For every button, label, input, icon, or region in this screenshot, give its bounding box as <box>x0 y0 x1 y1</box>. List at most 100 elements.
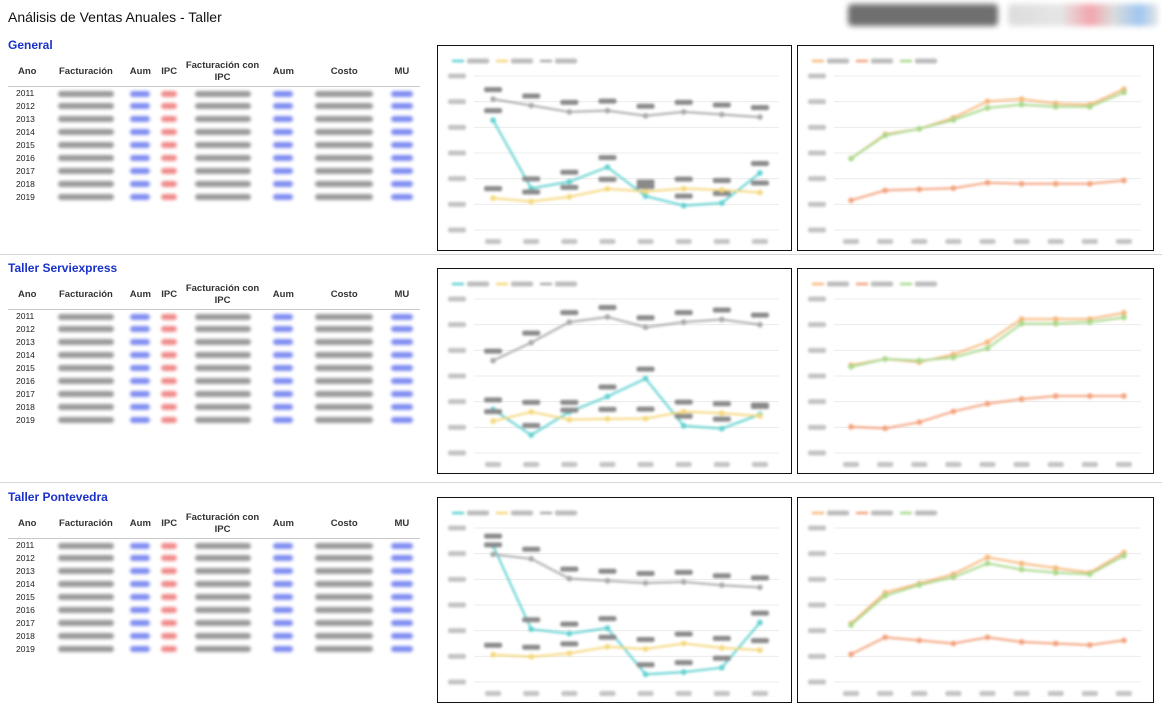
blurred-value <box>194 542 251 549</box>
data-label <box>522 330 541 336</box>
year-cell: 2019 <box>16 414 35 425</box>
x-tick-label <box>561 462 578 467</box>
data-label <box>598 634 617 640</box>
column-header-facturacion: Facturación <box>46 510 126 539</box>
facturacion-cell <box>46 125 125 138</box>
aum-cell <box>125 564 155 577</box>
aum2-cell <box>262 99 305 112</box>
data-point <box>528 409 534 415</box>
data-point <box>1018 316 1025 322</box>
costo-cell <box>305 99 384 112</box>
blurred-value <box>315 391 374 398</box>
table-row: 2019 <box>8 190 420 203</box>
blurred-value <box>194 326 251 333</box>
data-point <box>950 185 957 191</box>
series-line-mu <box>492 315 761 362</box>
chart-series <box>848 549 1127 658</box>
aum-cell <box>125 413 155 426</box>
facturacion-cell <box>46 551 125 564</box>
year-cell: 2015 <box>16 591 35 602</box>
blurred-value <box>57 313 114 320</box>
percent-line-chart[interactable] <box>437 268 792 474</box>
aum-cell <box>125 309 155 322</box>
data-point <box>1018 101 1025 108</box>
aum2-cell <box>262 138 305 151</box>
data-point <box>1087 571 1093 577</box>
ipc-cell <box>155 387 183 400</box>
data-point <box>642 324 649 331</box>
column-header-aum: Aum <box>125 510 156 539</box>
data-point <box>528 626 534 632</box>
facturacion-cell <box>46 603 125 616</box>
data-point <box>984 554 991 561</box>
data-label <box>712 635 731 641</box>
aum-cell <box>125 164 155 177</box>
blurred-toolbar[interactable] <box>848 4 998 26</box>
data-label <box>598 98 617 104</box>
aum2-cell <box>262 590 305 603</box>
x-tick-label <box>637 239 654 244</box>
data-point <box>916 419 923 425</box>
ipc-cell <box>155 164 183 177</box>
year-cell: 2013 <box>16 565 35 576</box>
aum2-cell <box>262 177 305 190</box>
mu-cell <box>384 125 420 138</box>
blurred-value <box>57 404 114 411</box>
column-header-costo: Costo <box>304 510 384 539</box>
revenue-line-chart[interactable] <box>797 497 1154 703</box>
column-header-year: Ano <box>8 281 47 310</box>
mu-cell <box>384 309 420 322</box>
revenue-line-chart[interactable] <box>797 45 1154 251</box>
blurred-value <box>390 142 413 149</box>
blurred-value <box>57 326 114 333</box>
data-point <box>1018 396 1025 402</box>
column-header-mu: MU <box>383 281 420 310</box>
blurred-value <box>194 365 251 372</box>
legend-label <box>555 58 577 64</box>
data-point <box>604 416 611 422</box>
blurred-value <box>194 352 251 359</box>
x-tick-label <box>485 691 502 696</box>
data-point <box>848 363 854 370</box>
percent-line-chart[interactable] <box>437 45 792 251</box>
aum-cell <box>125 642 155 655</box>
aum-cell <box>125 138 155 151</box>
legend-label <box>915 510 937 516</box>
mu-cell <box>384 322 420 335</box>
y-tick-label <box>808 450 826 456</box>
blurred-value <box>273 391 294 398</box>
data-point <box>757 647 763 653</box>
ipc-cell <box>155 309 183 322</box>
blurred-toolbar-controls[interactable] <box>1008 4 1158 26</box>
blurred-value <box>130 365 151 372</box>
aum2-cell <box>262 387 305 400</box>
percent-line-chart[interactable] <box>437 497 792 703</box>
blurred-value <box>315 594 374 601</box>
data-point <box>984 345 991 352</box>
aum2-cell <box>262 190 305 203</box>
mu-cell <box>384 151 420 164</box>
blurred-value <box>130 620 151 627</box>
data-label <box>750 638 769 644</box>
facturacion-cell <box>46 309 125 322</box>
blurred-value <box>161 378 178 385</box>
blurred-value <box>161 633 178 640</box>
mu-cell <box>384 374 420 387</box>
data-point <box>719 111 725 118</box>
ipc-cell <box>155 125 183 138</box>
column-header-facturacion-ipc: Facturación con IPC <box>183 58 263 87</box>
costo-cell <box>305 348 384 361</box>
aum2-cell <box>262 151 305 164</box>
data-point <box>1121 89 1127 96</box>
data-point <box>490 551 496 558</box>
data-label <box>636 184 655 190</box>
aum2-cell <box>262 348 305 361</box>
revenue-line-chart[interactable] <box>797 268 1154 474</box>
costo-cell <box>305 603 384 616</box>
column-header-costo: Costo <box>304 58 384 87</box>
data-label <box>484 542 503 548</box>
ipc-cell <box>155 577 183 590</box>
costo-cell <box>305 538 384 551</box>
facturacion-ipc-cell <box>183 603 262 616</box>
column-header-aum2: Aum <box>262 510 305 539</box>
